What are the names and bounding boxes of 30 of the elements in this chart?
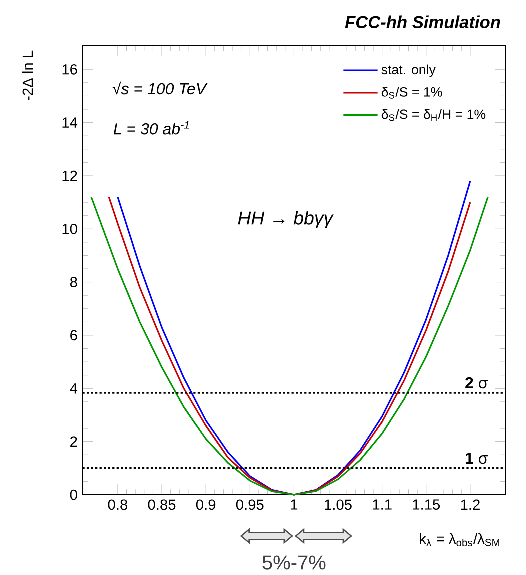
legend-label: stat. only [382,64,436,78]
y-tick-label: 12 [62,170,78,182]
y-axis-title: -2Δ ln L [22,50,34,100]
x-axis-title: k$_{λ}$ = λ$_{obs}$/λ$_{SM}$ [420,533,500,547]
x-tick-label: 1.15 [413,500,440,510]
ref-line-label: 1 σ [466,452,488,464]
chart-title: FCC-hh Simulation [345,16,500,28]
x-tick-label: 1 [291,500,298,510]
y-tick-label: 8 [70,277,78,288]
legend-label: δ$_{S}$/S = 1% [382,87,442,99]
ref-line-label: 2 σ [466,377,488,389]
y-tick-label: 4 [70,384,78,394]
y-tick-label: 16 [62,64,78,75]
x-tick-label: 1.2 [461,500,480,510]
legend-label: δ$_{S}$/S = δ$_{H}$/H = 1% [382,109,486,122]
x-tick-label: 0.95 [236,500,264,510]
x-tick-label: 0.85 [148,500,176,510]
x-tick-label: 0.8 [108,500,128,510]
y-tick-label: 14 [62,118,78,128]
annotation: √s = 100 TeV [112,82,208,95]
y-tick-label: 0 [70,490,78,500]
x-tick-label: 0.9 [196,500,216,510]
annotation: L = 30 ab$^{-1}$ [114,121,190,135]
y-tick-label: 10 [62,224,78,234]
y-tick-label: 6 [70,330,78,341]
annotation: HH → bbγγ [238,211,334,229]
x-tick-label: 1.05 [325,500,352,510]
x-tick-label: 1.1 [373,500,392,510]
y-tick-label: 2 [70,436,78,447]
text: 5%-7% [262,556,326,570]
